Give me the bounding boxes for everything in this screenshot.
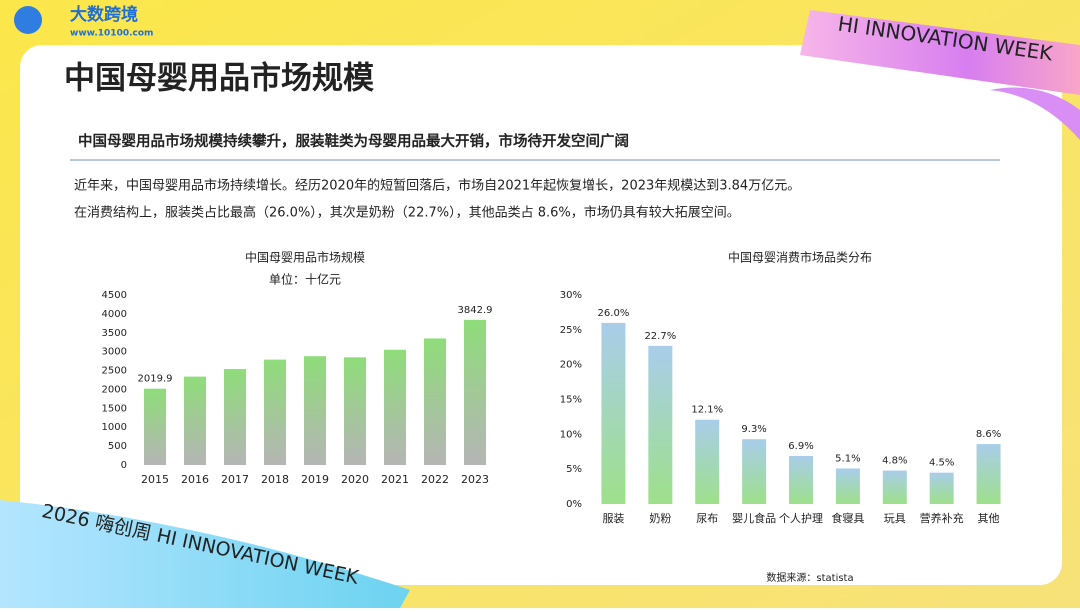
x-tick-label: 2015: [141, 473, 169, 486]
x-tick-label: 2020: [341, 473, 369, 486]
data-label: 4.5%: [929, 458, 954, 469]
x-tick-label: 食寝具: [831, 511, 864, 525]
x-tick-label: 2019: [301, 473, 329, 486]
bar: [976, 444, 1001, 504]
y-tick-label: 10%: [560, 429, 582, 440]
x-tick-label: 2018: [261, 473, 289, 486]
x-tick-label: 服装: [602, 512, 624, 525]
data-label: 5.1%: [835, 453, 860, 464]
x-tick-label: 尿布: [696, 512, 718, 525]
y-tick-label: 5%: [566, 464, 582, 475]
x-tick-label: 个人护理: [779, 511, 823, 525]
bar: [304, 356, 326, 465]
bar: [224, 369, 246, 465]
chart-subtitle: 单位：十亿元: [269, 272, 341, 287]
y-tick-label: 15%: [560, 395, 582, 406]
x-tick-label: 婴儿食品: [732, 511, 776, 525]
data-label: 4.8%: [882, 456, 907, 467]
data-label: 8.6%: [976, 429, 1001, 440]
x-tick-label: 奶粉: [649, 511, 671, 525]
y-tick-label: 4000: [102, 309, 127, 320]
y-tick-label: 1500: [102, 403, 127, 414]
data-label: 3842.9: [458, 305, 493, 316]
y-tick-label: 30%: [560, 290, 582, 301]
y-tick-label: 20%: [560, 360, 582, 371]
y-tick-label: 25%: [560, 325, 582, 336]
bar: [384, 349, 406, 465]
bar: [464, 319, 486, 465]
chart-title: 中国母婴用品市场规模: [245, 250, 365, 265]
ribbon-top-shape: [800, 10, 1080, 95]
x-tick-label: 2016: [181, 473, 209, 486]
bar: [648, 345, 673, 504]
x-tick-label: 2021: [381, 473, 409, 486]
x-tick-label: 2017: [221, 473, 249, 486]
y-tick-label: 3500: [102, 328, 127, 339]
bar: [144, 388, 166, 465]
bar: [695, 419, 720, 504]
logo-icon: [14, 6, 42, 34]
x-tick-label: 营养补充: [920, 511, 964, 525]
y-tick-label: 0: [121, 460, 127, 471]
y-tick-label: 3000: [102, 347, 127, 358]
y-tick-label: 2000: [102, 384, 127, 395]
y-tick-label: 0%: [566, 499, 582, 510]
page-subtitle: 中国母婴用品市场规模持续攀升，服装鞋类为母婴用品最大开销，市场待开发空间广阔: [78, 132, 629, 150]
bar: [882, 470, 907, 504]
y-tick-label: 500: [108, 441, 127, 452]
data-label: 22.7%: [644, 331, 676, 342]
bar: [264, 359, 286, 465]
ribbon-tail: [990, 87, 1080, 140]
x-tick-label: 其他: [978, 512, 1000, 525]
bar: [424, 338, 446, 465]
logo-name: 大数跨境: [70, 4, 138, 25]
y-tick-label: 1000: [102, 422, 127, 433]
body-text: 近年来，中国母婴用品市场持续增长。经历2020年的短暂回落后，市场自2021年起…: [74, 178, 800, 194]
x-tick-label: 玩具: [884, 512, 906, 525]
bar: [344, 357, 366, 465]
y-tick-label: 4500: [102, 290, 127, 301]
ribbon-bottom-shape: [0, 500, 410, 608]
chart-title: 中国母婴消费市场品类分布: [728, 250, 872, 265]
y-tick-label: 2500: [102, 366, 127, 377]
body-text: 在消费结构上，服装类占比最高（26.0%），其次是奶粉（22.7%），其他品类占…: [74, 205, 740, 221]
data-label: 26.0%: [598, 308, 630, 319]
x-tick-label: 2022: [421, 473, 449, 486]
bar: [184, 376, 206, 465]
source: 数据来源：statista: [766, 571, 853, 584]
bar: [601, 322, 626, 504]
data-label: 9.3%: [741, 424, 766, 435]
page-title: 中国母婴用品市场规模: [64, 61, 374, 97]
bar: [929, 472, 954, 504]
data-label: 6.9%: [788, 441, 813, 452]
x-tick-label: 2023: [461, 473, 489, 486]
data-label: 2019.9: [138, 374, 173, 385]
bar: [742, 439, 767, 504]
bar: [789, 455, 813, 504]
bar: [835, 468, 860, 504]
logo-url: www.10100.com: [70, 29, 153, 39]
data-label: 12.1%: [691, 405, 723, 416]
